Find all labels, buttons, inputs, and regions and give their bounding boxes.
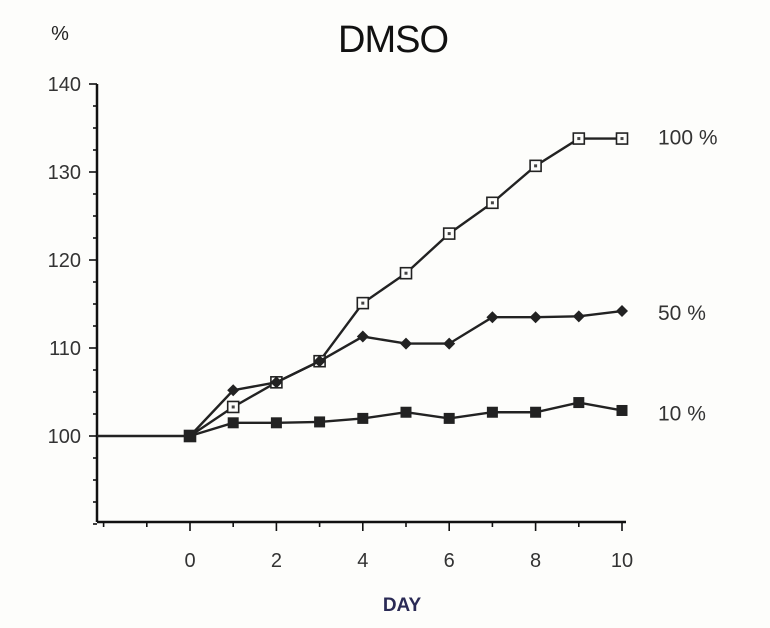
data-point-center-dot — [577, 137, 581, 141]
data-point-filled-square — [443, 412, 455, 424]
x-tick-label: 2 — [271, 550, 282, 572]
data-point-diamond — [616, 305, 628, 318]
data-point-filled-square — [616, 404, 628, 416]
data-point-diamond — [572, 310, 585, 323]
y-tick-label: 100 — [48, 426, 81, 448]
data-point-center-dot — [404, 271, 408, 275]
y-axis-label: % — [51, 23, 69, 45]
series-line — [189, 137, 622, 437]
y-tick-label: 120 — [48, 250, 81, 272]
data-point-diamond — [529, 311, 542, 324]
data-point-diamond — [313, 355, 326, 368]
data-point-diamond — [356, 330, 369, 343]
x-tick-label: 4 — [357, 550, 368, 572]
data-point-center-dot — [620, 137, 624, 141]
data-point-filled-square — [270, 417, 282, 429]
data-point-diamond — [400, 337, 412, 350]
data-point-diamond — [443, 337, 456, 350]
data-point-diamond — [270, 376, 283, 389]
data-point-filled-square — [314, 416, 326, 428]
x-tick-label: 10 — [611, 550, 633, 572]
x-tick-label: 6 — [444, 550, 455, 572]
data-point-filled-square — [400, 406, 412, 418]
series-label: 100 % — [658, 127, 718, 150]
data-point-center-dot — [361, 301, 365, 305]
series-group: 100 % 50 % 10 % — [97, 127, 718, 443]
data-point-filled-square — [227, 417, 239, 429]
data-point-filled-square — [486, 406, 498, 418]
x-tick-label: 8 — [530, 550, 541, 572]
data-point-filled-square — [357, 412, 369, 424]
data-point-filled-square — [530, 406, 542, 418]
axes — [95, 84, 626, 524]
data-point-diamond — [227, 384, 240, 397]
data-point-center-dot — [490, 201, 494, 205]
series-label: 50 % — [658, 302, 706, 325]
y-tick-label: 140 — [48, 74, 81, 96]
data-point-filled-square — [573, 397, 585, 409]
x-tick-label: 0 — [184, 550, 195, 572]
data-point-center-dot — [447, 232, 451, 236]
y-tick-label: 130 — [48, 162, 81, 184]
y-tick-label: 110 — [49, 338, 81, 360]
tick-marks: 100 110 120 130 140 0 2 4 6 8 10 — [48, 74, 634, 572]
data-point-diamond — [486, 311, 499, 324]
data-point-center-dot — [534, 164, 538, 168]
x-axis-label: DAY — [383, 595, 422, 616]
chart-title: DMSO — [338, 19, 448, 61]
data-point-center-dot — [231, 405, 235, 409]
data-point-filled-square — [184, 430, 196, 442]
series-label: 10 % — [658, 402, 706, 425]
